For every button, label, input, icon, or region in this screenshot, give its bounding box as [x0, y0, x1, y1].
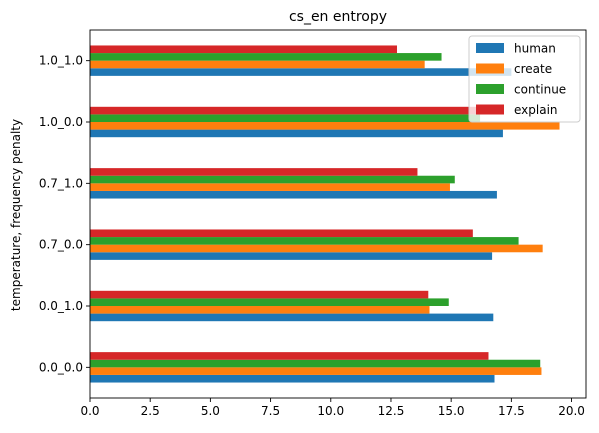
bar-explain-0-0_1-0	[90, 290, 429, 299]
y-tick-label: 1.0_0.0	[39, 115, 83, 129]
bar-human-0-7_1-0	[90, 190, 497, 199]
bar-create-0-7_0-0	[90, 244, 543, 253]
x-tick-label: 17.5	[498, 404, 525, 418]
bar-explain-0-0_0-0	[90, 352, 489, 360]
bar-explain-1-0_1-0	[90, 45, 397, 54]
legend-swatch-create	[476, 63, 504, 74]
x-tick-label: 15.0	[438, 404, 465, 418]
legend: human create continue explain	[468, 35, 581, 123]
y-tick-label: 0.7_0.0	[39, 238, 83, 252]
x-tick-label: 0.0	[80, 404, 99, 418]
legend-label-human: human	[514, 42, 556, 56]
y-tick-label: 0.0_0.0	[39, 360, 83, 374]
bar-create-1-0_1-0	[90, 60, 425, 69]
legend-label-continue: continue	[514, 83, 566, 97]
x-tick-label: 7.5	[261, 404, 280, 418]
legend-swatch-human	[476, 43, 504, 53]
chart-title: cs_en entropy	[289, 9, 387, 25]
bar-continue-0-0_0-0	[90, 359, 541, 368]
bar-explain-0-7_1-0	[90, 168, 418, 176]
bar-continue-0-7_0-0	[90, 237, 519, 245]
legend-swatch-continue	[476, 84, 504, 94]
legend-label-explain: explain	[514, 103, 558, 117]
bar-explain-0-7_0-0	[90, 229, 473, 238]
y-axis-label: temperature, frequency penalty	[9, 119, 23, 311]
bar-human-0-0_0-0	[90, 374, 495, 383]
x-tick-label: 5.0	[201, 404, 220, 418]
bar-continue-1-0_1-0	[90, 53, 442, 61]
bar-create-0-7_1-0	[90, 183, 450, 191]
bar-human-0-7_0-0	[90, 252, 493, 260]
bars-layer	[90, 45, 560, 383]
bar-human-0-0_1-0	[90, 313, 494, 322]
legend-box	[468, 35, 581, 123]
bar-continue-1-0_0-0	[90, 114, 481, 122]
bar-create-1-0_0-0	[90, 122, 560, 130]
bar-continue-0-0_1-0	[90, 298, 449, 306]
x-tick-label: 10.0	[317, 404, 344, 418]
bar-create-0-0_0-0	[90, 367, 542, 375]
y-tick-label: 0.7_1.0	[39, 176, 83, 190]
bar-human-1-0_0-0	[90, 129, 503, 138]
bar-create-0-0_1-0	[90, 306, 430, 314]
axes-layer: 0.0 2.5 5.0 7.5 10.0 12.5 15.0 17.5 20.0 0.0_0.0 0…	[39, 29, 587, 418]
bar-explain-1-0_0-0	[90, 106, 478, 115]
x-tick-label: 20.0	[558, 404, 585, 418]
x-tick-label: 2.5	[141, 404, 160, 418]
bar-continue-0-7_1-0	[90, 175, 455, 184]
plot-frame	[89, 29, 587, 399]
bar-human-1-0_1-0	[90, 68, 512, 76]
y-tick-label: 1.0_1.0	[39, 54, 83, 68]
y-tick-label: 0.0_1.0	[39, 299, 83, 313]
legend-label-create: create	[514, 62, 552, 76]
legend-swatch-explain	[476, 104, 504, 115]
x-tick-label: 12.5	[378, 404, 405, 418]
